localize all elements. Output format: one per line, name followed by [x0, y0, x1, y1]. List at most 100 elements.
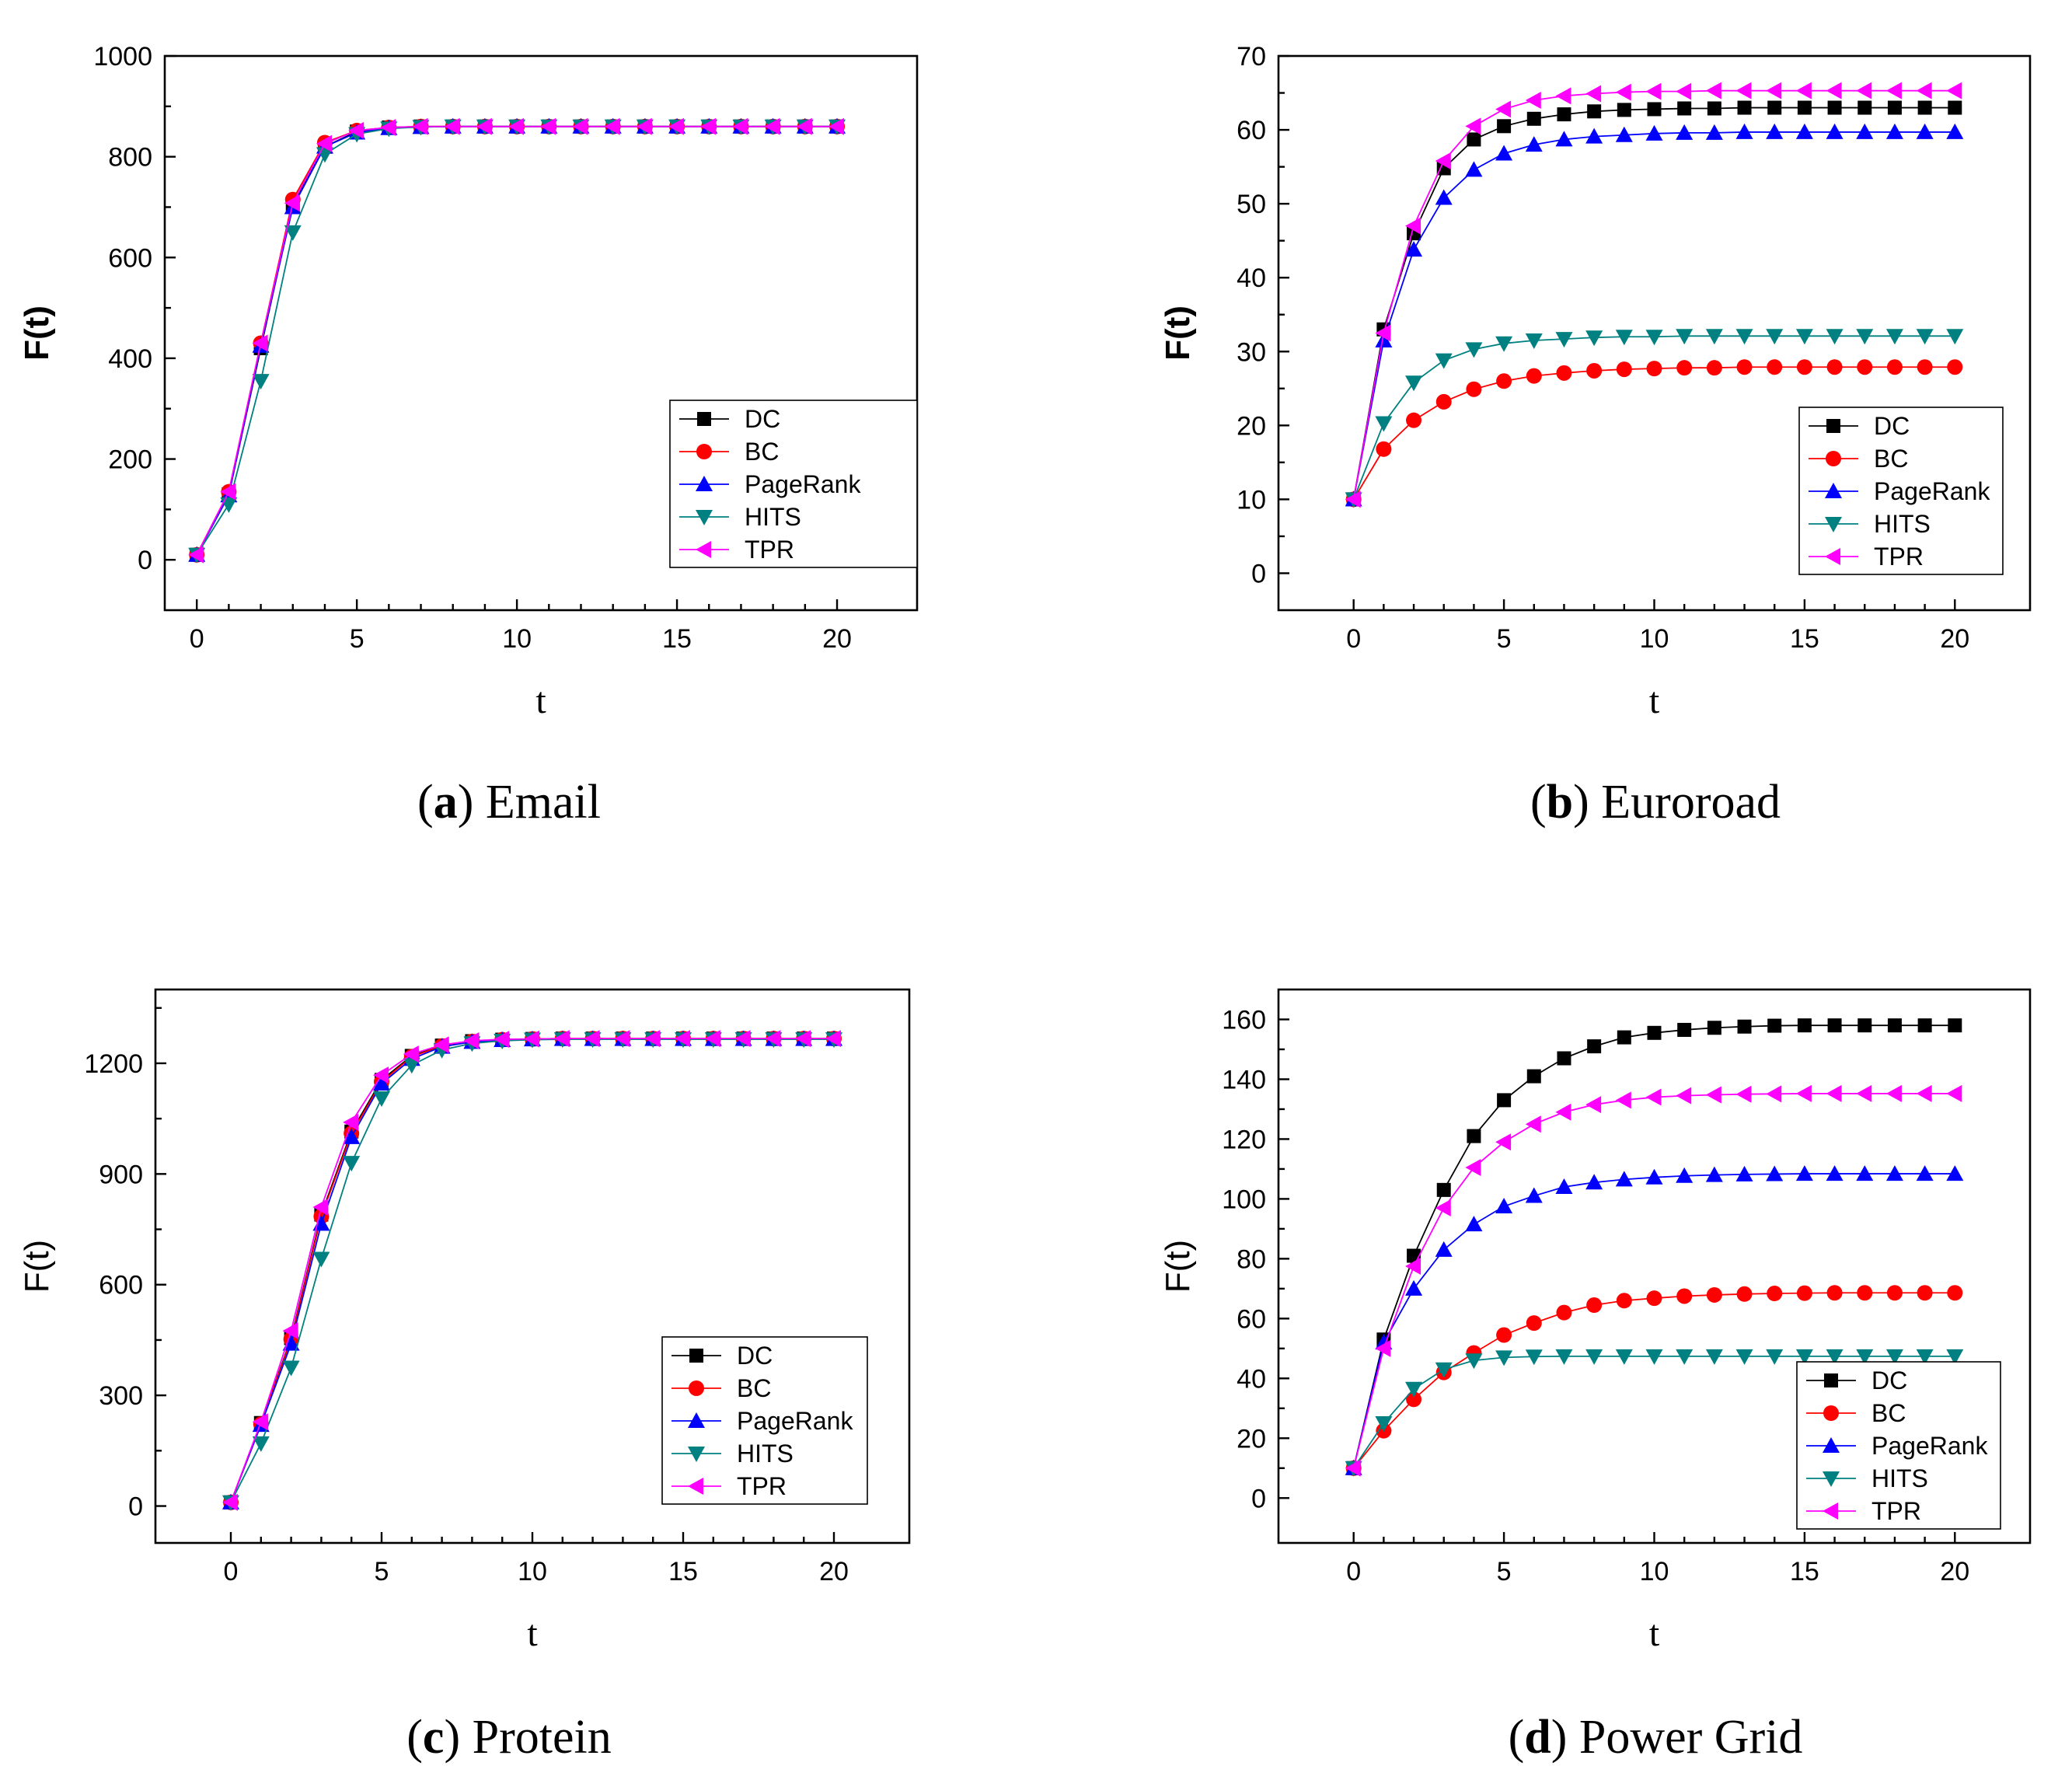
data-point [1555, 131, 1573, 147]
legend-label: DC [737, 1342, 773, 1370]
data-point [433, 1036, 449, 1054]
data-point [1857, 1018, 1872, 1033]
y-tick-label: 300 [99, 1381, 143, 1411]
data-point [282, 1335, 300, 1351]
data-point [1526, 1069, 1541, 1084]
data-point [1885, 123, 1903, 139]
data-point [1375, 416, 1393, 432]
data-point [343, 1128, 361, 1144]
data-point [1947, 359, 1963, 375]
legend-label: HITS [737, 1440, 794, 1468]
data-point [1465, 342, 1483, 358]
y-axis-label: F(t) [1159, 305, 1197, 361]
data-point [1467, 1129, 1481, 1143]
data-point [1917, 1018, 1932, 1033]
caption-paren-close: ) [444, 1711, 472, 1764]
y-tick-label: 60 [1237, 1304, 1266, 1334]
data-point [1705, 1166, 1723, 1182]
data-point [1615, 83, 1631, 101]
data-point [1345, 490, 1361, 508]
data-point [1735, 82, 1752, 99]
data-point [1615, 126, 1633, 142]
data-point [1466, 381, 1482, 397]
y-tick-label: 400 [108, 344, 152, 374]
data-point [1585, 1174, 1603, 1190]
y-axis-label: F(t) [1159, 1240, 1197, 1293]
data-point [1555, 1178, 1573, 1195]
data-point [463, 1031, 480, 1049]
data-point [675, 1030, 690, 1048]
data-point [1826, 123, 1844, 139]
data-point [1645, 1168, 1663, 1185]
legend-label: PageRank [1871, 1432, 1988, 1460]
legend-marker [1823, 1437, 1840, 1453]
y-tick-label: 1000 [93, 42, 152, 72]
data-point [1586, 1297, 1603, 1314]
data-point [1467, 132, 1481, 147]
data-point [1885, 1349, 1903, 1365]
caption-paren-open: ( [1509, 1711, 1525, 1764]
data-point [1857, 1285, 1873, 1301]
data-point [1795, 1349, 1813, 1365]
caption-name: Protein [473, 1711, 612, 1764]
panel-caption: (a) Email [417, 776, 601, 829]
legend-marker [1825, 517, 1842, 532]
data-point [1916, 123, 1934, 139]
legend-item: DC [671, 1342, 773, 1370]
legend-label: TPR [1874, 543, 1924, 571]
data-point [1375, 1339, 1391, 1357]
series-hits [1345, 329, 1964, 508]
data-point [1496, 373, 1512, 389]
data-point [284, 225, 302, 241]
data-point [1556, 1304, 1572, 1321]
legend-label: PageRank [737, 1407, 853, 1435]
data-point [494, 1031, 510, 1049]
legend-item: PageRank [1806, 1432, 1988, 1460]
caption-paren-open: ( [417, 776, 434, 829]
data-point [1946, 82, 1962, 99]
data-point [1885, 82, 1902, 99]
data-point [796, 117, 812, 135]
data-point [732, 117, 748, 135]
data-point [1946, 1165, 1964, 1181]
data-point [1707, 101, 1721, 116]
data-point [1735, 1349, 1753, 1365]
data-point [1587, 104, 1602, 119]
data-point [1856, 1349, 1874, 1365]
data-point [1917, 100, 1932, 115]
data-point [1676, 1167, 1694, 1183]
data-point [1676, 329, 1694, 345]
data-point [1645, 330, 1663, 346]
legend-label: DC [1874, 412, 1910, 440]
y-tick-label: 20 [1237, 411, 1266, 441]
y-tick-label: 0 [128, 1492, 143, 1522]
data-point [1615, 1349, 1633, 1365]
legend: DC BC PageRank HITS TPR [1796, 1361, 2001, 1530]
legend-item: PageRank [671, 1407, 853, 1435]
y-tick-label: 80 [1237, 1244, 1266, 1274]
data-point [1555, 87, 1571, 105]
data-point [1495, 1350, 1513, 1366]
caption-paren-close: ) [1551, 1711, 1579, 1764]
legend-label: BC [745, 438, 779, 466]
series-bc [1345, 359, 1963, 508]
legend-item: BC [1806, 1399, 1906, 1427]
series-tpr [1345, 82, 1962, 508]
data-point [1465, 1158, 1481, 1176]
data-point [572, 117, 588, 135]
data-point [1795, 329, 1813, 345]
legend-item: BC [679, 438, 779, 466]
data-point [1497, 119, 1512, 134]
y-tick-label: 1200 [84, 1049, 143, 1079]
data-point [1886, 359, 1903, 375]
data-point [373, 1066, 389, 1084]
data-point [668, 117, 685, 135]
legend-item: TPR [1806, 1497, 1921, 1525]
legend-marker [689, 1349, 703, 1363]
x-tick-label: 0 [1346, 624, 1361, 654]
data-point [1587, 1039, 1602, 1054]
data-point [1705, 124, 1723, 140]
data-point [1795, 1084, 1812, 1102]
data-point [1495, 100, 1512, 118]
data-point [1585, 85, 1602, 103]
